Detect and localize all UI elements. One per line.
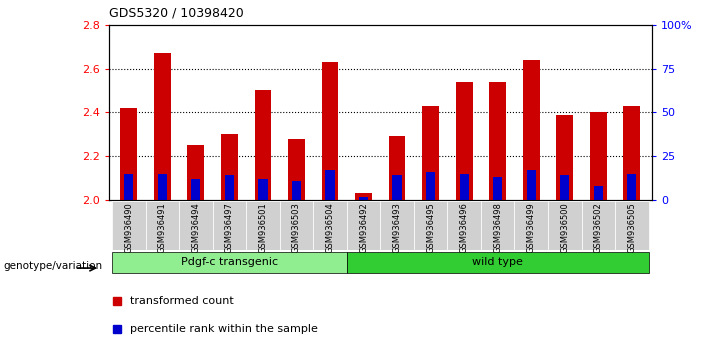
Text: GSM936492: GSM936492 <box>359 202 368 253</box>
Bar <box>594 186 603 200</box>
Text: GSM936494: GSM936494 <box>191 202 200 253</box>
Bar <box>292 181 301 200</box>
FancyBboxPatch shape <box>347 201 381 250</box>
Bar <box>254 91 271 200</box>
Bar <box>359 196 368 200</box>
Bar <box>124 174 133 200</box>
Bar <box>560 176 569 200</box>
Bar <box>121 108 137 200</box>
Bar <box>225 176 234 200</box>
Text: GSM936505: GSM936505 <box>627 202 637 253</box>
Bar <box>154 53 171 200</box>
FancyBboxPatch shape <box>179 201 212 250</box>
Text: GSM936490: GSM936490 <box>124 202 133 253</box>
Text: GSM936491: GSM936491 <box>158 202 167 253</box>
Bar <box>627 174 637 200</box>
Bar <box>393 176 402 200</box>
FancyBboxPatch shape <box>481 201 515 250</box>
Bar <box>426 172 435 200</box>
Bar <box>322 62 339 200</box>
FancyBboxPatch shape <box>515 201 548 250</box>
FancyBboxPatch shape <box>347 252 648 273</box>
Bar <box>187 145 204 200</box>
FancyBboxPatch shape <box>313 201 347 250</box>
FancyBboxPatch shape <box>548 201 582 250</box>
Text: GSM936503: GSM936503 <box>292 202 301 253</box>
Bar <box>221 134 238 200</box>
Text: GSM936497: GSM936497 <box>225 202 234 253</box>
Bar <box>460 174 469 200</box>
Text: Pdgf-c transgenic: Pdgf-c transgenic <box>181 257 278 267</box>
Bar <box>590 113 606 200</box>
FancyBboxPatch shape <box>381 201 414 250</box>
FancyBboxPatch shape <box>280 201 313 250</box>
Text: GSM936502: GSM936502 <box>594 202 603 253</box>
Bar <box>288 139 305 200</box>
Text: genotype/variation: genotype/variation <box>4 261 102 271</box>
Text: GSM936501: GSM936501 <box>259 202 267 253</box>
Bar <box>191 179 200 200</box>
FancyBboxPatch shape <box>447 201 481 250</box>
Bar <box>493 177 503 200</box>
Bar <box>623 106 640 200</box>
Bar <box>258 179 268 200</box>
FancyBboxPatch shape <box>582 201 615 250</box>
Text: wild type: wild type <box>472 257 523 267</box>
Bar <box>526 170 536 200</box>
Bar <box>158 174 167 200</box>
FancyBboxPatch shape <box>246 201 280 250</box>
Text: GSM936499: GSM936499 <box>526 202 536 253</box>
Text: transformed count: transformed count <box>130 296 234 306</box>
FancyBboxPatch shape <box>112 201 146 250</box>
Text: GSM936495: GSM936495 <box>426 202 435 253</box>
FancyBboxPatch shape <box>414 201 447 250</box>
Bar <box>456 82 472 200</box>
Bar <box>489 82 506 200</box>
FancyBboxPatch shape <box>112 252 347 273</box>
Text: GSM936493: GSM936493 <box>393 202 402 253</box>
Bar <box>388 137 405 200</box>
Text: GSM936496: GSM936496 <box>460 202 469 253</box>
FancyBboxPatch shape <box>212 201 246 250</box>
Bar <box>523 60 540 200</box>
Bar <box>557 115 573 200</box>
Bar <box>355 193 372 200</box>
Text: percentile rank within the sample: percentile rank within the sample <box>130 324 318 334</box>
Text: GSM936504: GSM936504 <box>325 202 334 253</box>
Bar <box>422 106 439 200</box>
Text: GSM936498: GSM936498 <box>494 202 502 253</box>
FancyBboxPatch shape <box>615 201 648 250</box>
Text: GDS5320 / 10398420: GDS5320 / 10398420 <box>109 6 243 19</box>
Bar <box>325 170 334 200</box>
Text: GSM936500: GSM936500 <box>560 202 569 253</box>
FancyBboxPatch shape <box>146 201 179 250</box>
